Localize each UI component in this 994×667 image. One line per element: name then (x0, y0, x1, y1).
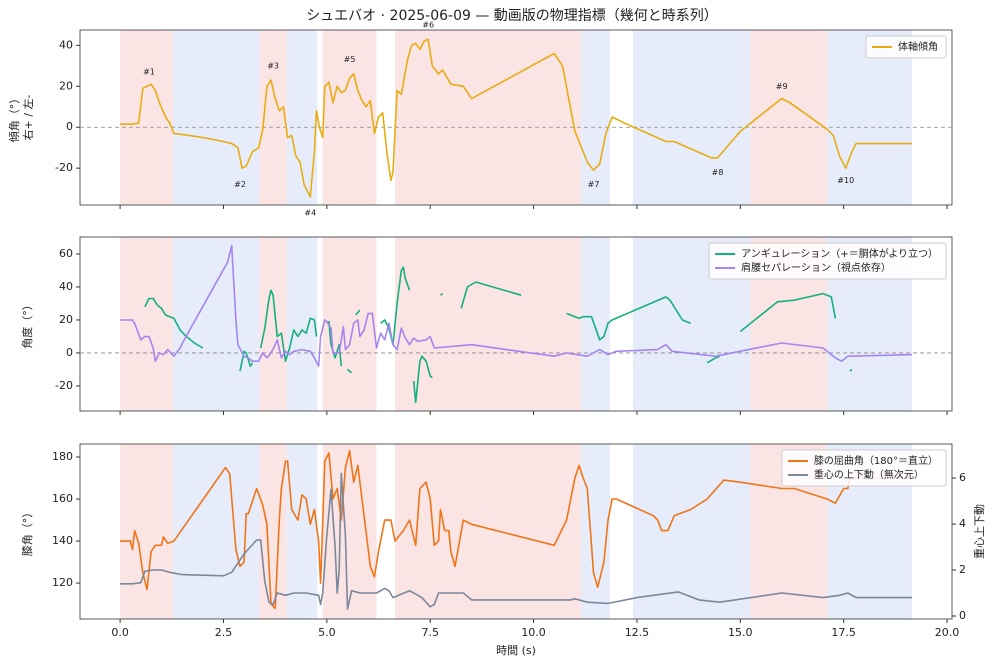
chart-title: シュエバオ · 2025-06-09 — 動画版の物理指標（幾何と時系列） (306, 8, 718, 24)
plot-frame (79, 236, 953, 412)
y-tick-label: 60 (59, 247, 73, 260)
phase-span (322, 237, 377, 411)
phase-span (827, 30, 912, 205)
x-axis-label: 時間 (s) (496, 644, 536, 657)
annotation: #8 (712, 168, 724, 177)
x-tick-label: 12.5 (625, 626, 650, 639)
phase-span (322, 30, 377, 205)
y-axis-label: 傾角（°） (7, 93, 21, 143)
annotation: #6 (422, 20, 434, 29)
y-tick-label: 0 (66, 120, 73, 133)
phase-span (632, 30, 751, 205)
y-tick-label: -20 (55, 161, 73, 174)
x-tick-label: 10.0 (521, 626, 546, 639)
phase-span (286, 444, 318, 619)
legend-box (781, 449, 947, 487)
x-tick-label: 0.0 (111, 626, 129, 639)
y-tick-label: -20 (55, 379, 73, 392)
y-tick-label: 20 (59, 79, 73, 92)
phase-span (750, 30, 828, 205)
annotation: #3 (267, 61, 279, 70)
legend-label: 膝の屈曲角（180°＝直立） (814, 454, 938, 467)
series-line (120, 38, 912, 198)
annotation: #2 (234, 180, 246, 189)
y-tick-label: 140 (52, 534, 73, 547)
y-tick-label: 40 (59, 38, 73, 51)
y2-tick-label: 2 (959, 563, 966, 576)
annotation: #4 (304, 209, 316, 218)
x-tick-label: 20.0 (935, 626, 960, 639)
legend: 体軸傾角 (865, 35, 947, 59)
legend-label: アンギュレーション（+＝胴体がより立つ） (741, 247, 938, 260)
y-tick-label: 0 (66, 346, 73, 359)
annotation: #5 (344, 55, 356, 64)
phase-span (632, 444, 751, 619)
x-tick-label: 2.5 (215, 626, 233, 639)
phase-span (286, 237, 318, 411)
y2-axis-label: 重心上下動 (972, 504, 986, 559)
phase-span (581, 444, 611, 619)
y2-tick-label: 4 (959, 517, 966, 530)
y-tick-label: 120 (52, 576, 73, 589)
series-line (120, 472, 912, 610)
series-line (120, 244, 912, 367)
annotation: #7 (588, 180, 600, 189)
phase-span (395, 444, 582, 619)
y2-tick-label: 0 (959, 609, 966, 622)
legend-label: 重心の上下動（無次元） (814, 468, 924, 481)
phase-span (322, 444, 377, 619)
phase-span (120, 30, 174, 205)
y2-tick-label: 6 (959, 471, 966, 484)
x-tick-label: 7.5 (421, 626, 439, 639)
legend-label: 肩腰セパレーション（視点依存） (741, 261, 891, 274)
phase-span (259, 237, 287, 411)
phase-span (173, 444, 260, 619)
phase-span (259, 444, 287, 619)
phase-span (120, 444, 174, 619)
y-tick-label: 180 (52, 450, 73, 463)
x-tick-label: 17.5 (831, 626, 856, 639)
legend-box (865, 35, 947, 59)
y-axis-label: 膝角（°） (21, 507, 34, 557)
y-axis-label: 右+ / 左- (21, 95, 35, 141)
annotation: #1 (143, 67, 155, 76)
x-tick-label: 15.0 (728, 626, 753, 639)
legend-box (708, 242, 947, 280)
phase-span (581, 237, 611, 411)
phase-span (395, 237, 582, 411)
series-line (120, 449, 912, 610)
y-axis-label: 角度（°） (20, 299, 34, 349)
phase-span (395, 30, 582, 205)
phase-span (120, 237, 174, 411)
y-tick-label: 20 (59, 313, 73, 326)
phase-span (173, 30, 260, 205)
phase-span (581, 30, 611, 205)
legend: 膝の屈曲角（180°＝直立）重心の上下動（無次元） (781, 449, 947, 487)
legend-label: 体軸傾角 (898, 40, 938, 53)
y-tick-label: 160 (52, 492, 73, 505)
plot-frame (79, 29, 953, 206)
y-tick-label: 40 (59, 280, 73, 293)
legend: アンギュレーション（+＝胴体がより立つ）肩腰セパレーション（視点依存） (708, 242, 947, 280)
x-tick-label: 5.0 (318, 626, 336, 639)
annotation: #10 (837, 176, 854, 185)
annotation: #9 (776, 82, 788, 91)
phase-span (173, 237, 260, 411)
plot-frame (79, 443, 953, 620)
